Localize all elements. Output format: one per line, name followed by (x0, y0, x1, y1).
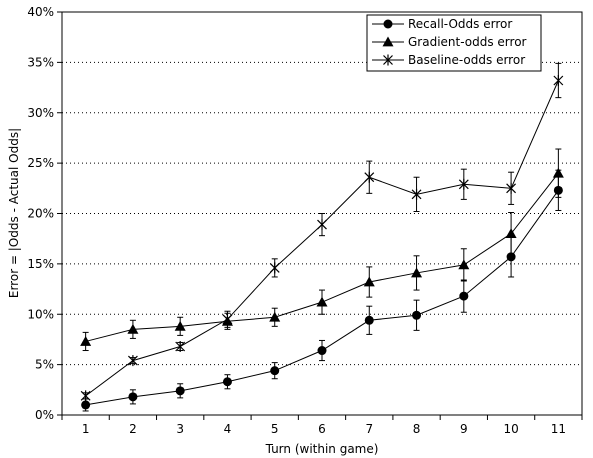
legend-marker (383, 19, 393, 29)
x-tick-label: 11 (551, 422, 566, 436)
data-point (458, 178, 469, 190)
x-tick-label: 6 (318, 422, 326, 436)
series-gradient-odds-error (80, 148, 564, 352)
y-tick-label: 25% (27, 156, 54, 170)
data-point (80, 335, 92, 346)
legend-marker (382, 36, 394, 47)
y-tick-label: 40% (27, 5, 54, 19)
x-tick-label: 2 (129, 422, 137, 436)
y-tick-label: 30% (27, 106, 54, 120)
x-tick-label: 4 (224, 422, 232, 436)
data-point (270, 366, 280, 376)
x-tick-label: 8 (413, 422, 421, 436)
series-layer (80, 62, 564, 412)
x-tick-label: 9 (460, 422, 468, 436)
series-line-gradient-odds-error (85, 172, 559, 342)
x-tick-label: 10 (503, 422, 518, 436)
y-tick-label: 20% (27, 207, 54, 221)
y-tick-label: 35% (27, 55, 54, 69)
y-axis: 0% 5% 10% 15% 20% 25% 30% 35% 40% (27, 5, 62, 422)
data-point (459, 291, 469, 301)
data-point (506, 182, 517, 194)
data-point (458, 259, 470, 270)
data-point (505, 228, 517, 239)
data-point (127, 355, 138, 367)
x-axis-label: Turn (within game) (265, 442, 379, 456)
data-point (127, 323, 139, 334)
legend-label: Recall-Odds error (408, 17, 512, 31)
legend-marker (383, 54, 393, 66)
series-recall-odds-error (81, 169, 563, 412)
data-point (175, 340, 186, 352)
x-tick-label: 7 (365, 422, 373, 436)
data-point (269, 311, 281, 322)
y-tick-label: 15% (27, 257, 54, 271)
legend-label: Baseline-odds error (408, 53, 525, 67)
data-point (316, 296, 328, 307)
data-point (552, 167, 564, 178)
data-point (364, 315, 374, 325)
x-axis: 1 2 3 4 5 6 7 8 9 10 11 (61, 415, 583, 436)
data-point (364, 171, 375, 183)
data-point (128, 392, 138, 402)
data-point (411, 267, 423, 278)
x-tick-label: 5 (271, 422, 279, 436)
data-point (411, 188, 422, 200)
data-point (553, 75, 564, 87)
data-point (222, 313, 233, 325)
legend-label: Gradient-odds error (408, 35, 527, 49)
data-point (174, 320, 186, 331)
series-baseline-odds-error (80, 62, 564, 402)
x-tick-label: 1 (82, 422, 90, 436)
y-tick-label: 0% (35, 408, 54, 422)
data-point (80, 390, 91, 402)
x-tick-label: 3 (176, 422, 184, 436)
data-point (317, 346, 327, 356)
legend: Recall-Odds error Gradient-odds error Base… (366, 14, 542, 72)
data-point (412, 310, 422, 320)
y-tick-label: 5% (35, 358, 54, 372)
data-point (222, 377, 232, 387)
data-point (175, 386, 185, 396)
data-point (269, 262, 280, 274)
data-point (81, 400, 91, 410)
y-axis-label: Error = |Odds - Actual Odds| (7, 128, 21, 298)
y-tick-label: 10% (27, 307, 54, 321)
data-point (317, 219, 327, 231)
data-point (363, 276, 375, 287)
